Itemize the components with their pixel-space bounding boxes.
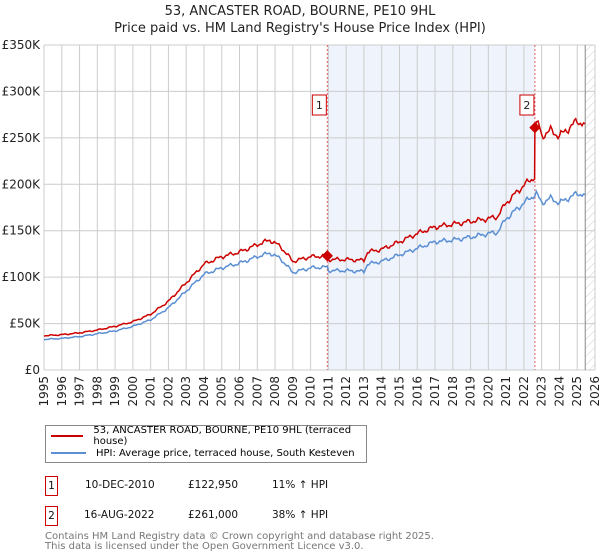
y-tick-label: £250K xyxy=(2,131,42,145)
x-tick-label: 2001 xyxy=(144,376,158,407)
transaction-date: 10-DEC-2010 xyxy=(85,479,155,491)
sale-point xyxy=(321,250,333,262)
sale-label-box xyxy=(519,94,535,116)
x-tick-label: 1998 xyxy=(90,376,104,407)
y-tick-label: £0 xyxy=(25,363,40,377)
x-tick-label: 2014 xyxy=(375,376,389,407)
sale-label-box xyxy=(311,94,327,116)
footer: Contains HM Land Registry data © Crown c… xyxy=(45,532,434,552)
x-tick-label: 2002 xyxy=(161,376,175,407)
x-tick-label: 2022 xyxy=(517,376,531,407)
legend-label: 53, ANCASTER ROAD, BOURNE, PE10 9HL (ter… xyxy=(93,425,352,447)
legend-swatch xyxy=(51,452,86,454)
x-tick-label: 2007 xyxy=(250,376,264,407)
x-tick-label: 2012 xyxy=(339,376,353,407)
legend-item-property: 53, ANCASTER ROAD, BOURNE, PE10 9HL (ter… xyxy=(46,425,366,447)
x-tick-label: 2021 xyxy=(499,376,513,407)
x-tick-label: 2008 xyxy=(268,376,282,407)
x-tick-label: 2026 xyxy=(588,376,600,407)
hpi-line xyxy=(43,189,586,341)
footer-line: This data is licensed under the Open Gov… xyxy=(45,541,364,552)
x-tick-label: 2006 xyxy=(233,376,247,407)
y-tick-label: £100K xyxy=(2,270,42,284)
transaction-price: £261,000 xyxy=(188,509,239,521)
legend-label: HPI: Average price, terraced house, Sout… xyxy=(96,447,355,459)
x-tick-label: 2009 xyxy=(286,376,300,407)
x-tick-label: 1995 xyxy=(37,376,51,407)
y-tick-label: £150K xyxy=(2,224,42,238)
x-tick-label: 1999 xyxy=(108,376,122,407)
x-tick-label: 2023 xyxy=(535,376,549,407)
legend-item-hpi: HPI: Average price, terraced house, Sout… xyxy=(46,445,355,461)
x-tick-label: 2019 xyxy=(464,376,478,407)
y-tick-label: £350K xyxy=(2,38,42,52)
sale-label: 1 xyxy=(316,99,323,112)
transaction-delta: 38% ↑ HPI xyxy=(272,509,329,521)
forecast-hatch xyxy=(585,45,595,370)
x-tick-label: 2004 xyxy=(197,376,211,407)
footer-line: Contains HM Land Registry data © Crown c… xyxy=(45,531,434,542)
x-tick-label: 2011 xyxy=(321,376,335,407)
x-tick-label: 2025 xyxy=(570,376,584,407)
x-tick-label: 2018 xyxy=(446,376,460,407)
sale-label: 2 xyxy=(523,99,530,112)
legend-swatch xyxy=(51,435,84,437)
chart-subtitle: Price paid vs. HM Land Registry's House … xyxy=(114,21,486,36)
y-tick-label: £50K xyxy=(9,317,41,331)
x-tick-label: 2017 xyxy=(428,376,442,407)
x-tick-label: 2020 xyxy=(481,376,495,407)
transaction-delta: 11% ↑ HPI xyxy=(272,479,329,491)
marker-badge: 1 xyxy=(45,476,58,496)
x-tick-label: 1997 xyxy=(73,376,87,407)
x-tick-label: 2010 xyxy=(304,376,318,407)
price-chart: 1995 1996 1997 1998 1999 2000 2001 2002 2003 2004… xyxy=(2,38,600,407)
x-tick-label: 2005 xyxy=(215,376,229,407)
x-tick-label: 2000 xyxy=(126,376,140,407)
x-tick-label: 2016 xyxy=(410,376,424,407)
transaction-price: £122,950 xyxy=(188,479,239,491)
sale-period-shade xyxy=(327,45,535,370)
marker-badge: 2 xyxy=(45,506,58,526)
x-tick-label: 2015 xyxy=(392,376,406,407)
x-tick-label: 2003 xyxy=(179,376,193,407)
y-tick-label: £300K xyxy=(2,84,42,98)
legend: 53, ANCASTER ROAD, BOURNE, PE10 9HL (ter… xyxy=(45,425,367,463)
y-tick-label: £200K xyxy=(2,177,42,191)
x-tick-label: 2024 xyxy=(552,376,566,407)
x-tick-label: 1996 xyxy=(55,376,69,407)
chart-title: 53, ANCASTER ROAD, BOURNE, PE10 9HL xyxy=(164,4,436,19)
x-tick-label: 2013 xyxy=(357,376,371,407)
property-price-line xyxy=(43,117,586,337)
transaction-date: 16-AUG-2022 xyxy=(84,509,155,521)
